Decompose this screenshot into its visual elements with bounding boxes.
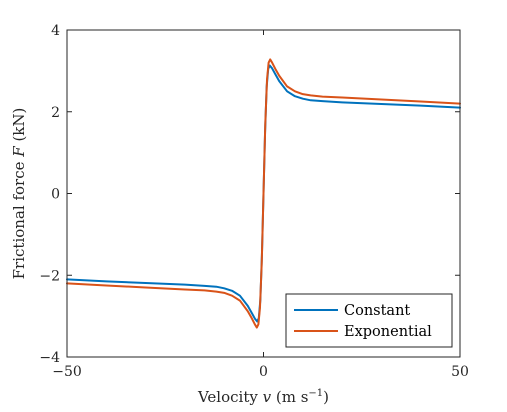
legend-label-exponential: Exponential (344, 324, 432, 340)
y-tick-label: 4 (51, 23, 60, 39)
x-axis-label-unit: (m s (271, 388, 308, 406)
series-line-exponential (66, 58, 461, 329)
x-axis-label-var: v (263, 388, 272, 406)
x-axis-label: Velocity v (m s−1) (197, 388, 329, 406)
y-tick-label: 2 (51, 105, 60, 121)
y-tick-label: 0 (51, 187, 60, 203)
y-tick-label: −2 (39, 268, 60, 284)
ticks-layer: −50 0 50 −4 −2 0 2 4 (39, 23, 469, 380)
y-axis-label-var: F (10, 146, 28, 158)
y-tick-label: −4 (39, 350, 60, 366)
y-axis-label-text: Frictional force (10, 157, 28, 280)
x-axis-label-text: Velocity (197, 388, 263, 406)
legend: Constant Exponential (285, 293, 453, 348)
x-tick-label: −50 (52, 364, 82, 380)
series-layer (66, 58, 461, 329)
x-tick-label: 0 (259, 364, 268, 380)
x-axis-label-unit-close: ) (323, 388, 329, 406)
y-axis-label-unit: (kN) (10, 108, 28, 147)
legend-box (285, 293, 453, 348)
y-axis-label: Frictional force F (kN) (10, 108, 28, 280)
x-tick-label: 50 (451, 364, 469, 380)
x-axis-label-unit-sup: −1 (308, 388, 323, 399)
legend-label-constant: Constant (344, 303, 410, 319)
